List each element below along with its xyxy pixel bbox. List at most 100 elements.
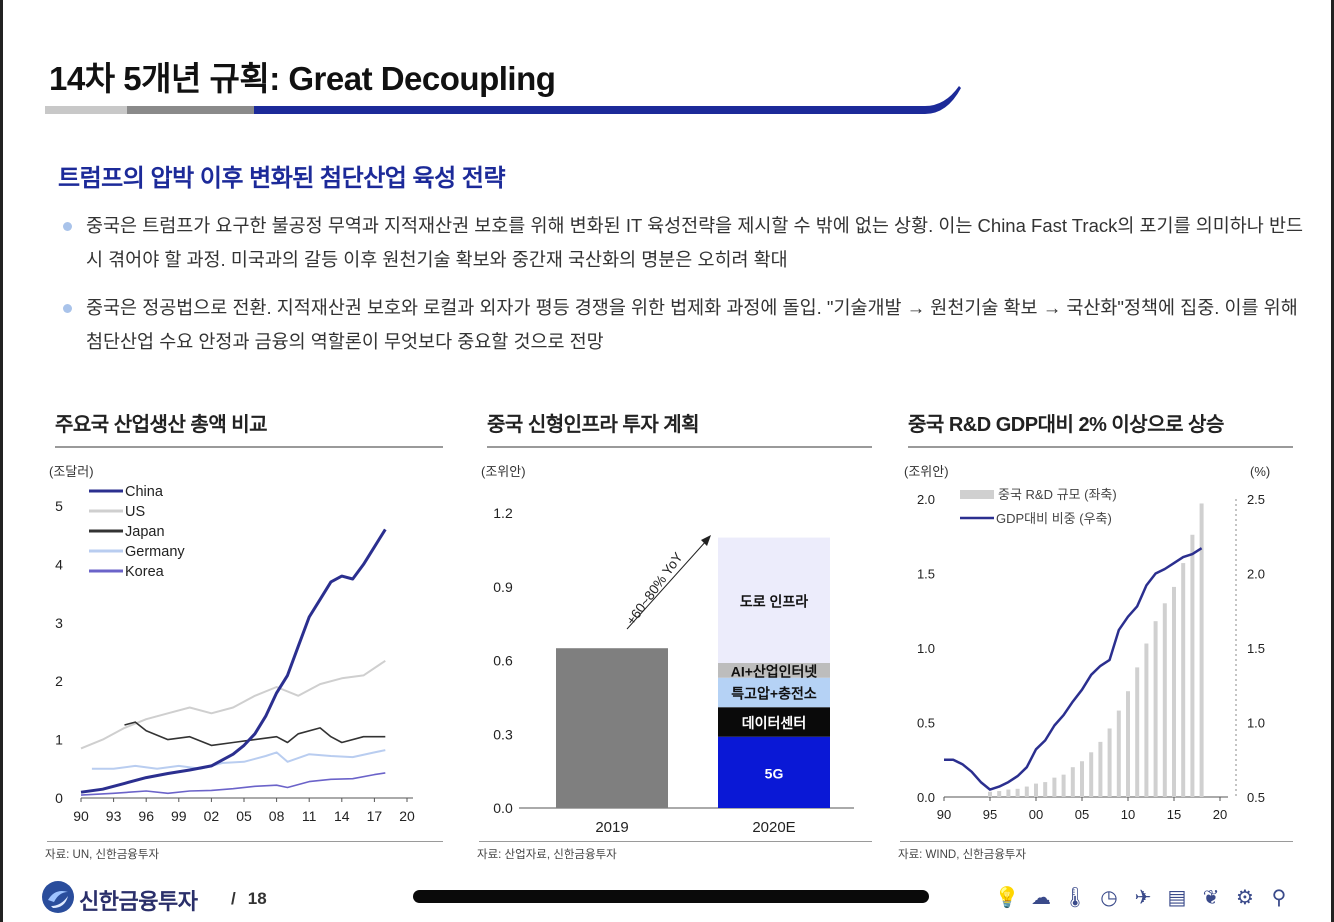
rnd-bar [1172,586,1176,797]
series-line-korea [80,772,386,796]
legend-label: China [125,484,164,500]
panel-divider [55,446,443,448]
panel-divider [908,446,1293,448]
new-infra-chart: (조위안) 0.0 0.3 0.6 0.9 1.2 5G 데이터센터 특고압+충전소 AI+산업인… [481,464,854,836]
series-line-china [80,528,387,794]
annotation-arrowhead [701,535,711,546]
y-tick-label-left: 1.5 [917,567,935,582]
bar-2019 [556,648,668,808]
brand-logo-icon [42,881,74,913]
source-note: 자료: WIND, 신한금융투자 [898,849,1027,861]
bullet-text: 중국은 정공법으로 전환. 지적재산권 보호와 로컬과 외자가 평등 경쟁을 위… [86,297,1298,352]
bar-segment [718,537,830,663]
rnd-bar [1107,728,1112,797]
rnd-bar [1135,667,1140,797]
legend-swatch-bar [960,490,994,499]
page-number: / 18 [231,889,267,909]
bar-segment [718,662,830,678]
rnd-bar [1070,767,1075,797]
x-tick-label: 99 [171,808,187,824]
y-tick-label-right: 1.0 [1247,716,1265,731]
source-divider [47,841,443,842]
legend-label: US [125,504,145,520]
series-line-germany [91,749,386,770]
rnd-bar [1080,761,1084,797]
bar-segment [718,677,830,708]
rnd-bar [1052,777,1057,797]
x-tick-label: 14 [334,808,350,824]
y-axis-unit-left: (조위안) [904,464,949,479]
title-underline [45,86,961,114]
y-axis-unit: (조위안) [481,464,526,479]
document-icon: ▤ [1167,886,1187,909]
footer-icon-row: 💡 ☁ 🌡 ◷ ✈ ▤ ❦ ⚙ ⚲ [993,882,1293,912]
x-tick-label: 05 [1075,807,1089,822]
panel-divider [487,446,872,448]
bullet-item: 중국은 정공법으로 전환. 지적재산권 보호와 로컬과 외자가 평등 경쟁을 위… [63,291,1313,359]
x-tick-label: 05 [236,808,252,824]
rnd-bar [1199,503,1204,797]
rnd-bar [1006,789,1011,797]
rnd-bar [1098,741,1103,797]
segment-label: 5G [765,765,784,781]
home-indicator[interactable] [413,890,929,903]
x-tick-label: 90 [937,807,951,822]
rnd-bar [1144,643,1149,797]
source-note: 자료: UN, 신한금융투자 [45,849,160,861]
rnd-bar [1024,786,1029,797]
bullet-dot-icon [63,222,72,231]
rnd-bar [1190,534,1195,797]
rnd-bar [1061,774,1066,797]
panel-title: 중국 R&D GDP대비 2% 이상으로 상승 [908,414,1224,436]
bicycle-icon: ⚲ [1271,886,1287,909]
segment-label: 도로 인프라 [740,593,808,609]
leaf-icon: ❦ [1202,886,1220,909]
bullet-item: 중국은 트럼프가 요구한 불공정 무역과 지적재산권 보호를 위해 변화된 IT… [63,209,1313,277]
y-tick-label-left: 1.0 [917,641,935,656]
x-tick-label: 90 [73,808,89,824]
y-tick-label-left: 0.0 [917,790,935,805]
rnd-bar [1153,621,1158,797]
growth-annotation: +60~80% YoY [623,550,685,628]
legend-label: Korea [125,564,165,580]
bar-segment [718,707,830,737]
x-tick-label: 11 [302,808,317,824]
segment-label: 특고압+충전소 [731,685,817,701]
x-tick-label: 96 [138,808,154,824]
footer-brand: 신한금융투자 [79,889,198,914]
cloud-icon: ☁ [1031,886,1051,909]
legend-label: 중국 R&D 규모 (좌축) [998,487,1117,502]
y-tick-label: 3 [55,615,63,631]
clock-icon: ◷ [1100,886,1118,909]
x-tick-label: 15 [1167,807,1181,822]
rnd-bar [1034,783,1038,797]
rnd-bar [1089,752,1094,797]
gear-icon: ⚙ [1236,886,1254,909]
y-tick-label: 0.0 [493,800,513,816]
series-line-japan [124,721,386,747]
segment-label: 데이터센터 [742,715,806,731]
rnd-bar [1126,691,1130,797]
x-tick-label: 20 [399,808,415,824]
rnd-bar [1043,782,1048,797]
y-tick-label: 0.6 [493,653,513,669]
x-tick-label: 17 [367,808,383,824]
y-tick-label-right: 2.5 [1247,492,1265,507]
source-note: 자료: 산업자료, 신한금융투자 [477,849,617,861]
x-tick-label: 2019 [595,819,628,836]
x-tick-label: 93 [106,808,122,824]
y-tick-label: 1.2 [493,505,513,521]
gdp-ratio-line [944,547,1203,791]
bullet-dot-icon [63,304,72,313]
page-number-value: 18 [247,889,267,908]
rnd-chart: (조위안) (%) 0.0 0.5 1.0 1.5 2.0 0.5 1.0 1.5 2.0 2.5 90… [904,464,1270,822]
thermometer-icon: 🌡 [1062,886,1088,909]
y-tick-label: 2 [55,673,63,689]
x-tick-label: 00 [1029,807,1043,822]
y-axis-unit: (조달러) [49,464,94,479]
rnd-bar [988,791,992,797]
y-tick-label: 1 [55,732,63,748]
rnd-bar [1162,603,1167,797]
x-tick-label: 08 [269,808,285,824]
x-tick-label: 10 [1121,807,1135,822]
